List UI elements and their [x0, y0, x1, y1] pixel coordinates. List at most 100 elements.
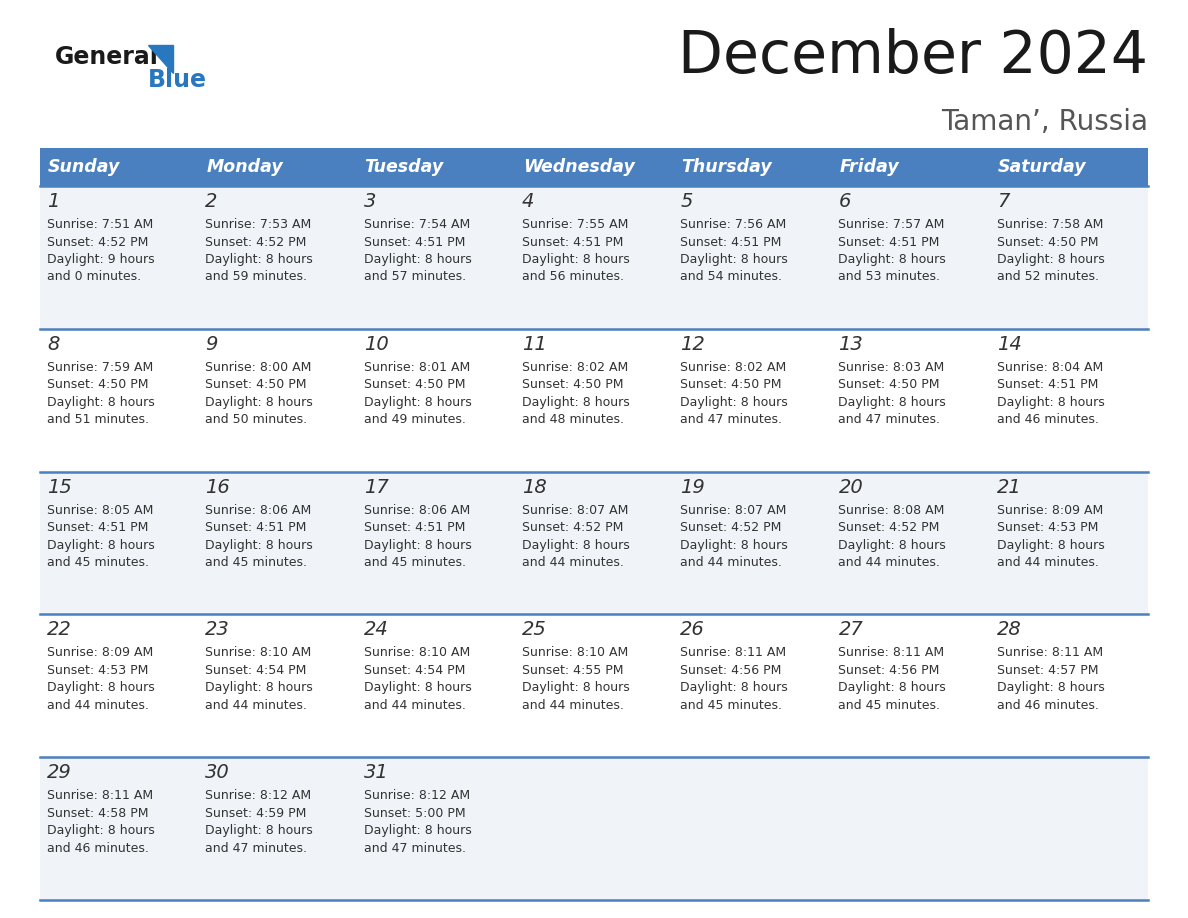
- Text: Sunrise: 8:11 AM: Sunrise: 8:11 AM: [997, 646, 1102, 659]
- Text: Sunset: 4:53 PM: Sunset: 4:53 PM: [48, 664, 148, 677]
- Bar: [40, 329, 1148, 472]
- Text: Daylight: 8 hours: Daylight: 8 hours: [48, 681, 154, 694]
- Text: Sunrise: 8:07 AM: Sunrise: 8:07 AM: [522, 504, 628, 517]
- Text: 24: 24: [364, 621, 388, 640]
- Text: Sunrise: 8:02 AM: Sunrise: 8:02 AM: [522, 361, 628, 374]
- Text: and 57 minutes.: and 57 minutes.: [364, 271, 466, 284]
- Text: Sunset: 4:50 PM: Sunset: 4:50 PM: [522, 378, 624, 391]
- Text: Friday: Friday: [840, 158, 899, 176]
- Text: Sunset: 4:51 PM: Sunset: 4:51 PM: [997, 378, 1098, 391]
- Text: Daylight: 8 hours: Daylight: 8 hours: [522, 539, 630, 552]
- Text: Sunrise: 7:58 AM: Sunrise: 7:58 AM: [997, 218, 1104, 231]
- Text: Sunrise: 8:03 AM: Sunrise: 8:03 AM: [839, 361, 944, 374]
- Text: and 44 minutes.: and 44 minutes.: [364, 699, 466, 711]
- Text: Daylight: 8 hours: Daylight: 8 hours: [522, 681, 630, 694]
- Text: Sunset: 4:51 PM: Sunset: 4:51 PM: [364, 236, 465, 249]
- Text: Daylight: 8 hours: Daylight: 8 hours: [997, 396, 1105, 409]
- Text: Sunset: 4:58 PM: Sunset: 4:58 PM: [48, 807, 148, 820]
- Text: and 54 minutes.: and 54 minutes.: [681, 271, 782, 284]
- Text: 19: 19: [681, 477, 704, 497]
- Text: and 45 minutes.: and 45 minutes.: [839, 699, 941, 711]
- Text: Sunset: 4:51 PM: Sunset: 4:51 PM: [364, 521, 465, 534]
- Text: and 45 minutes.: and 45 minutes.: [681, 699, 782, 711]
- Text: Sunset: 4:52 PM: Sunset: 4:52 PM: [522, 521, 624, 534]
- Text: Daylight: 8 hours: Daylight: 8 hours: [364, 681, 472, 694]
- Text: Sunrise: 8:10 AM: Sunrise: 8:10 AM: [206, 646, 311, 659]
- Text: Sunrise: 8:12 AM: Sunrise: 8:12 AM: [206, 789, 311, 802]
- Text: Daylight: 8 hours: Daylight: 8 hours: [839, 253, 946, 266]
- Text: Sunrise: 7:51 AM: Sunrise: 7:51 AM: [48, 218, 153, 231]
- Text: Sunrise: 8:09 AM: Sunrise: 8:09 AM: [48, 646, 153, 659]
- Text: 23: 23: [206, 621, 230, 640]
- Text: Daylight: 8 hours: Daylight: 8 hours: [522, 396, 630, 409]
- Text: Sunrise: 8:06 AM: Sunrise: 8:06 AM: [364, 504, 469, 517]
- Text: Sunrise: 7:59 AM: Sunrise: 7:59 AM: [48, 361, 153, 374]
- Text: Sunrise: 8:04 AM: Sunrise: 8:04 AM: [997, 361, 1102, 374]
- Text: Sunset: 4:50 PM: Sunset: 4:50 PM: [681, 378, 782, 391]
- Text: and 46 minutes.: and 46 minutes.: [997, 699, 1099, 711]
- Text: Sunrise: 8:06 AM: Sunrise: 8:06 AM: [206, 504, 311, 517]
- Text: and 44 minutes.: and 44 minutes.: [997, 556, 1099, 569]
- Text: Daylight: 8 hours: Daylight: 8 hours: [48, 539, 154, 552]
- Text: Daylight: 8 hours: Daylight: 8 hours: [997, 681, 1105, 694]
- Bar: [40, 148, 1148, 186]
- Text: Daylight: 8 hours: Daylight: 8 hours: [681, 681, 788, 694]
- Text: and 44 minutes.: and 44 minutes.: [48, 699, 148, 711]
- Text: Daylight: 8 hours: Daylight: 8 hours: [206, 824, 312, 837]
- Text: and 52 minutes.: and 52 minutes.: [997, 271, 1099, 284]
- Text: 10: 10: [364, 335, 388, 353]
- Text: Daylight: 8 hours: Daylight: 8 hours: [681, 539, 788, 552]
- Text: 29: 29: [48, 763, 71, 782]
- Text: Sunset: 4:52 PM: Sunset: 4:52 PM: [206, 236, 307, 249]
- Text: Tuesday: Tuesday: [365, 158, 444, 176]
- Text: Daylight: 8 hours: Daylight: 8 hours: [206, 681, 312, 694]
- Text: 11: 11: [522, 335, 546, 353]
- Text: Daylight: 8 hours: Daylight: 8 hours: [839, 396, 946, 409]
- Text: Sunset: 4:51 PM: Sunset: 4:51 PM: [48, 521, 148, 534]
- Text: 17: 17: [364, 477, 388, 497]
- Text: 25: 25: [522, 621, 546, 640]
- Text: 6: 6: [839, 192, 851, 211]
- Text: Sunrise: 8:08 AM: Sunrise: 8:08 AM: [839, 504, 944, 517]
- Text: and 49 minutes.: and 49 minutes.: [364, 413, 466, 426]
- Text: and 51 minutes.: and 51 minutes.: [48, 413, 148, 426]
- Text: Sunset: 4:54 PM: Sunset: 4:54 PM: [206, 664, 307, 677]
- Text: 14: 14: [997, 335, 1022, 353]
- Text: Sunset: 4:50 PM: Sunset: 4:50 PM: [839, 378, 940, 391]
- Text: Sunrise: 8:11 AM: Sunrise: 8:11 AM: [48, 789, 153, 802]
- Text: Sunrise: 8:07 AM: Sunrise: 8:07 AM: [681, 504, 786, 517]
- Text: Sunrise: 8:12 AM: Sunrise: 8:12 AM: [364, 789, 469, 802]
- Text: Sunset: 4:54 PM: Sunset: 4:54 PM: [364, 664, 465, 677]
- Bar: [40, 757, 1148, 900]
- Text: Sunrise: 7:56 AM: Sunrise: 7:56 AM: [681, 218, 786, 231]
- Text: 12: 12: [681, 335, 704, 353]
- Text: Sunrise: 7:54 AM: Sunrise: 7:54 AM: [364, 218, 469, 231]
- Text: Sunrise: 8:01 AM: Sunrise: 8:01 AM: [364, 361, 469, 374]
- Text: Daylight: 8 hours: Daylight: 8 hours: [839, 681, 946, 694]
- Text: 4: 4: [522, 192, 535, 211]
- Text: Sunset: 4:51 PM: Sunset: 4:51 PM: [206, 521, 307, 534]
- Text: 15: 15: [48, 477, 71, 497]
- Text: Daylight: 8 hours: Daylight: 8 hours: [206, 539, 312, 552]
- Text: 26: 26: [681, 621, 704, 640]
- Bar: [40, 614, 1148, 757]
- Text: Sunrise: 8:09 AM: Sunrise: 8:09 AM: [997, 504, 1102, 517]
- Text: December 2024: December 2024: [678, 28, 1148, 85]
- Text: Daylight: 8 hours: Daylight: 8 hours: [522, 253, 630, 266]
- Text: and 48 minutes.: and 48 minutes.: [522, 413, 624, 426]
- Text: Daylight: 8 hours: Daylight: 8 hours: [681, 396, 788, 409]
- Text: Daylight: 8 hours: Daylight: 8 hours: [839, 539, 946, 552]
- Text: Daylight: 8 hours: Daylight: 8 hours: [364, 539, 472, 552]
- Text: 21: 21: [997, 477, 1022, 497]
- Text: Daylight: 8 hours: Daylight: 8 hours: [681, 253, 788, 266]
- Text: Sunset: 4:50 PM: Sunset: 4:50 PM: [364, 378, 465, 391]
- Text: Sunrise: 8:02 AM: Sunrise: 8:02 AM: [681, 361, 786, 374]
- Text: Sunset: 4:57 PM: Sunset: 4:57 PM: [997, 664, 1098, 677]
- Text: Sunset: 4:55 PM: Sunset: 4:55 PM: [522, 664, 624, 677]
- Text: 9: 9: [206, 335, 217, 353]
- Text: 31: 31: [364, 763, 388, 782]
- Text: and 44 minutes.: and 44 minutes.: [522, 556, 624, 569]
- Text: Sunset: 4:52 PM: Sunset: 4:52 PM: [48, 236, 148, 249]
- Text: Sunset: 4:51 PM: Sunset: 4:51 PM: [681, 236, 782, 249]
- Text: Daylight: 8 hours: Daylight: 8 hours: [206, 396, 312, 409]
